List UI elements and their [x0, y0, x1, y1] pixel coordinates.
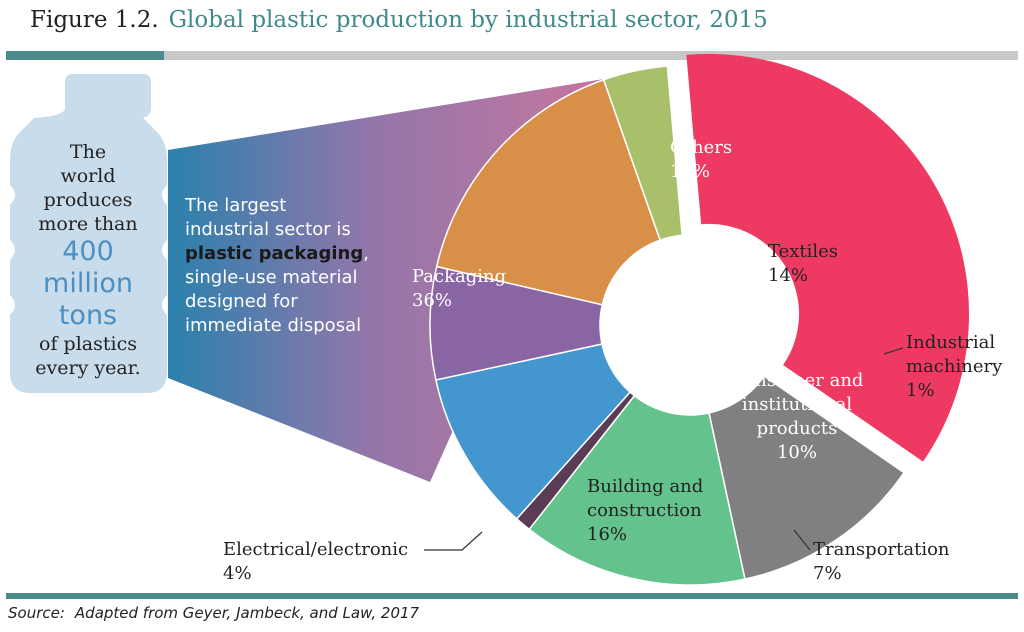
- label-transportation: Transportation 7%: [813, 539, 950, 584]
- bottle-line-1: The: [69, 141, 107, 163]
- label-textiles: Textiles 14%: [768, 241, 838, 286]
- callout-comma: ,: [363, 243, 369, 264]
- label-building-and-construction: Building and construction 16%: [587, 476, 703, 545]
- label-consumer-and-institutional-products-line-1: Consumer and: [731, 370, 864, 391]
- label-packaging: Packaging 36%: [412, 266, 506, 311]
- label-others: Others 12%: [670, 137, 732, 182]
- label-industrial-machinery-line-2: machinery: [906, 356, 1003, 377]
- label-packaging-line-1: Packaging: [412, 266, 506, 287]
- bottle-big-3: tons: [58, 300, 118, 331]
- figure-number: Figure 1.2.: [30, 7, 159, 33]
- leader-lines: [424, 347, 904, 551]
- bottle-line-4: more than: [38, 213, 138, 235]
- bottle-line-2: world: [60, 165, 116, 187]
- label-textiles-line-2: 14%: [768, 265, 808, 286]
- label-building-and-construction-line-2: construction: [587, 500, 702, 521]
- top-rule-accent: [6, 51, 164, 60]
- leader-electrical-electronic: [424, 531, 483, 551]
- slice-packaging: [686, 53, 970, 462]
- bottle-text: The world produces more than 400 million…: [10, 140, 166, 380]
- leader-industrial-machinery: [883, 347, 904, 355]
- label-electrical-electronic-line-1: Electrical/electronic: [223, 539, 408, 560]
- label-industrial-machinery-line-3: 1%: [906, 380, 935, 401]
- label-consumer-and-institutional-products-line-2: institutional: [742, 394, 853, 415]
- source-text: Adapted from Geyer, Jambeck, and Law, 20…: [74, 604, 420, 622]
- bottle-line-5: of plastics: [39, 333, 137, 355]
- slice-electrical-electronic: [602, 65, 683, 242]
- figure-title: Figure 1.2. Global plastic production by …: [30, 7, 768, 33]
- label-industrial-machinery: Industrial machinery 1%: [906, 332, 1003, 401]
- bottle-big-1: 400: [62, 236, 114, 267]
- bottle-line-3: produces: [43, 189, 133, 211]
- bottle-line-6: every year.: [35, 357, 141, 379]
- figure-title-text: Global plastic production by industrial …: [168, 7, 768, 33]
- bottle-big-2: million: [43, 268, 133, 299]
- label-electrical-electronic-line-2: 4%: [223, 563, 252, 584]
- bottle-icon: [10, 74, 167, 393]
- label-consumer-and-institutional-products: Consumer and institutional products 10%: [731, 370, 864, 463]
- label-transportation-line-2: 7%: [813, 563, 842, 584]
- label-others-line-2: 12%: [670, 161, 710, 182]
- label-textiles-line-1: Textiles: [768, 241, 838, 262]
- top-rule: [6, 51, 1018, 60]
- label-building-and-construction-line-1: Building and: [587, 476, 703, 497]
- chart-svg: Packaging 36% Others 12% Textiles 14% Industri…: [10, 53, 1003, 586]
- packaging-callout: The largest industrial sector is plastic…: [185, 194, 385, 338]
- bottom-rule: [6, 593, 1018, 599]
- source-label: Source:: [8, 604, 65, 622]
- callout-line-2: industrial sector is: [185, 219, 351, 240]
- label-others-line-1: Others: [670, 137, 732, 158]
- pie-slices: [429, 53, 970, 586]
- slice-others: [708, 375, 906, 581]
- slice-textiles: [528, 394, 746, 586]
- callout-bold: plastic packaging: [185, 243, 364, 264]
- callout-line-1: The largest: [185, 195, 287, 216]
- slice-consumer-and-institutional-products: [434, 343, 632, 520]
- label-electrical-electronic: Electrical/electronic 4%: [223, 539, 408, 584]
- label-packaging-line-2: 36%: [412, 290, 452, 311]
- label-building-and-construction-line-3: 16%: [587, 524, 627, 545]
- label-consumer-and-institutional-products-line-3: products: [757, 418, 838, 439]
- callout-line-4: single-use material: [185, 267, 358, 288]
- label-transportation-line-1: Transportation: [813, 539, 950, 560]
- source-note: Source: Adapted from Geyer, Jambeck, and …: [8, 604, 419, 622]
- label-industrial-machinery-line-1: Industrial: [906, 332, 995, 353]
- callout-line-5: designed for: [185, 291, 298, 312]
- slice-labels: Packaging 36% Others 12% Textiles 14% Industri…: [223, 137, 1003, 584]
- callout-line-3: plastic packaging,: [185, 242, 385, 266]
- leader-transportation: [793, 529, 811, 551]
- label-consumer-and-institutional-products-line-4: 10%: [777, 442, 817, 463]
- slice-building-and-construction: [435, 78, 662, 306]
- callout-line-6: immediate disposal: [185, 315, 362, 336]
